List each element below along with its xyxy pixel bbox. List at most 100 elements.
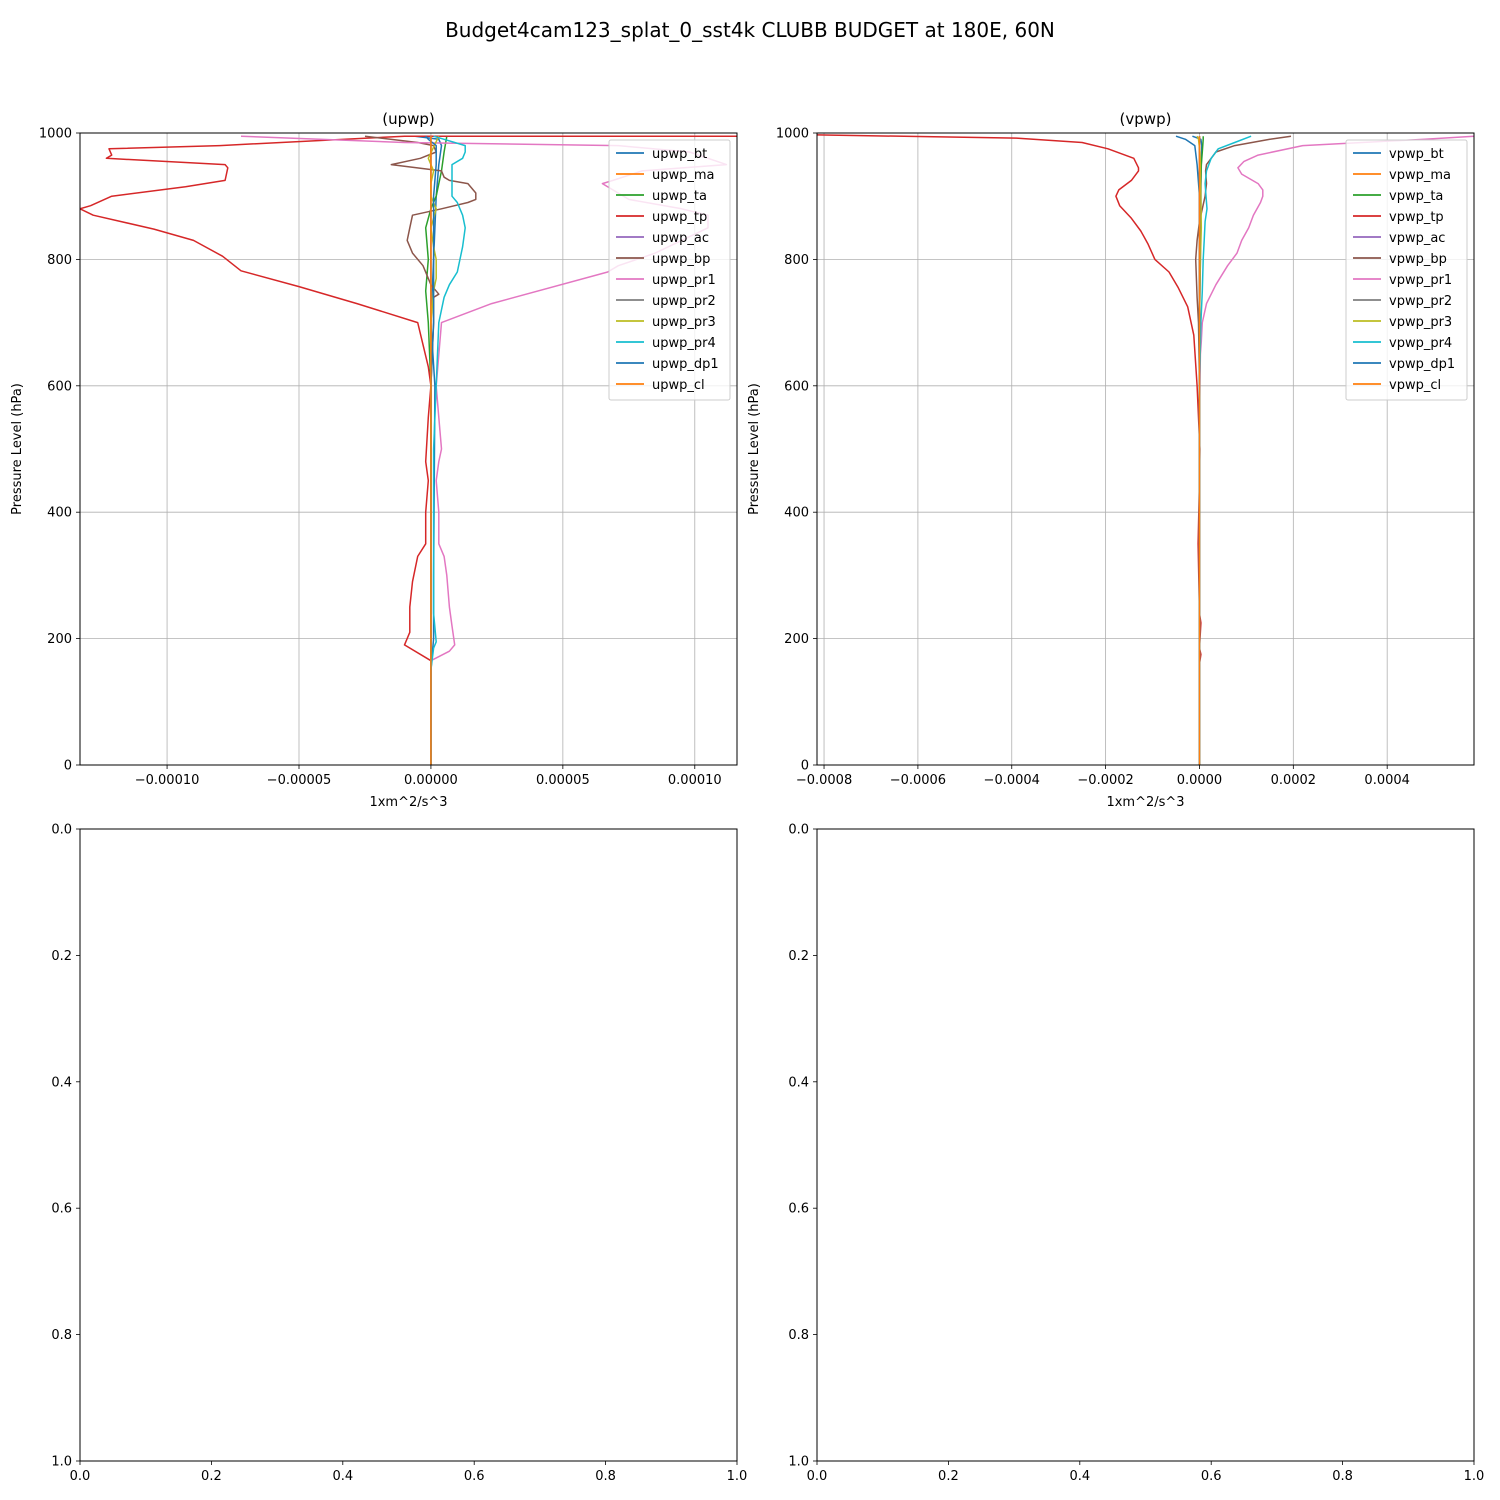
subplot-2: −0.0008 −0.0006 −0.0004 −0.0002 0.0000 0.0002…: [747, 110, 1475, 810]
axes-frame: [79, 132, 738, 766]
legend-box: [608, 139, 731, 401]
y-tick-label: 0.8: [51, 1328, 72, 1343]
series-line-upwp_tp: [80, 135, 737, 765]
legend-label-vpwp_pr1: vpwp_pr1: [1389, 273, 1452, 288]
series-group: [817, 134, 1474, 765]
x-tick-label: −0.00005: [267, 773, 332, 788]
x-tick-label: 0.8: [595, 1469, 616, 1484]
x-tick-label: 0.00005: [536, 773, 590, 788]
y-tick-label: 0.6: [788, 1202, 809, 1217]
x-tick-label: −0.0002: [1077, 773, 1133, 788]
subplot-4: 0.0 0.2 0.4 0.6 0.8 1.00.00.20.40.60.81.0: [788, 823, 1484, 1485]
legend-label-upwp_ma: upwp_ma: [652, 168, 715, 183]
legend-label-upwp_pr4: upwp_pr4: [652, 336, 716, 351]
y-tick-label: 200: [784, 632, 809, 647]
legend-label-upwp_pr1: upwp_pr1: [652, 273, 716, 288]
axes-frame: [816, 132, 1475, 766]
series-group: [80, 135, 737, 765]
x-tick-label: 0.2: [938, 1469, 959, 1484]
legend-label-upwp_bt: upwp_bt: [652, 147, 707, 162]
x-tick-label: 1.0: [1464, 1469, 1485, 1484]
legend-label-upwp_bp: upwp_bp: [652, 252, 710, 267]
y-tick-label: 200: [47, 632, 72, 647]
y-tick-label: 1.0: [788, 1455, 809, 1470]
subplot-3: 0.0 0.2 0.4 0.6 0.8 1.00.00.20.40.60.81.0: [51, 823, 747, 1485]
series-line-upwp_bt: [415, 135, 443, 765]
y-tick-label: 800: [784, 253, 809, 268]
y-tick-label: 600: [47, 379, 72, 394]
y-axis-label: Pressure Level (hPa): [10, 383, 25, 515]
legend-label-upwp_ta: upwp_ta: [652, 189, 707, 204]
legend: upwp_bt upwp_ma upwp_ta upwp_tp upwp_ac upwp_…: [608, 139, 731, 401]
y-tick-label: 0: [801, 759, 809, 774]
x-tick-label: 0.6: [1201, 1469, 1222, 1484]
series-line-upwp_bp: [364, 135, 477, 765]
x-tick-label: −0.00010: [135, 773, 200, 788]
x-tick-label: 0.8: [1332, 1469, 1353, 1484]
y-tick-label: 0.0: [51, 823, 72, 838]
legend-label-upwp_dp1: upwp_dp1: [652, 357, 719, 372]
x-tick-label: 0.0002: [1271, 773, 1317, 788]
subplot-1: −0.00010 −0.00005 0.00000 0.00005 0.00010 0 20…: [10, 110, 738, 810]
legend: vpwp_bt vpwp_ma vpwp_ta vpwp_tp vpwp_ac vpwp_…: [1345, 139, 1468, 401]
x-tick-label: 0.4: [332, 1469, 353, 1484]
legend-label-upwp_cl: upwp_cl: [652, 378, 705, 393]
y-tick-label: 1000: [39, 127, 72, 142]
legend-label-vpwp_pr3: vpwp_pr3: [1389, 315, 1452, 330]
legend-label-vpwp_dp1: vpwp_dp1: [1389, 357, 1455, 372]
subplot-title: (vpwp): [1120, 110, 1172, 128]
x-tick-label: −0.0006: [890, 773, 946, 788]
x-tick-label: −0.0004: [984, 773, 1040, 788]
y-tick-label: 0: [64, 759, 72, 774]
x-tick-label: 0.2: [201, 1469, 222, 1484]
x-tick-label: 0.4: [1069, 1469, 1090, 1484]
x-tick-label: 0.6: [464, 1469, 485, 1484]
legend-label-upwp_pr3: upwp_pr3: [652, 315, 716, 330]
x-axis-label: 1xm^2/s^3: [1106, 795, 1184, 810]
x-tick-label: 0.00010: [668, 773, 722, 788]
x-tick-label: 0.0004: [1364, 773, 1410, 788]
legend-label-vpwp_ma: vpwp_ma: [1389, 168, 1451, 183]
y-tick-label: 0.4: [51, 1075, 72, 1090]
legend-label-vpwp_bt: vpwp_bt: [1389, 147, 1444, 162]
legend-label-vpwp_bp: vpwp_bp: [1389, 252, 1447, 267]
axes-frame: [816, 828, 1475, 1462]
x-tick-label: 0.0: [807, 1469, 828, 1484]
legend-label-vpwp_ac: vpwp_ac: [1389, 231, 1445, 246]
subplot-title: (upwp): [382, 110, 435, 128]
y-tick-label: 0.8: [788, 1328, 809, 1343]
y-tick-label: 600: [784, 379, 809, 394]
legend-box: [1345, 139, 1468, 401]
y-tick-label: 0.4: [788, 1075, 809, 1090]
x-tick-label: 0.0: [70, 1469, 91, 1484]
y-axis-label: Pressure Level (hPa): [747, 383, 762, 515]
y-tick-label: 0.6: [51, 1202, 72, 1217]
legend-label-vpwp_ta: vpwp_ta: [1389, 189, 1443, 204]
legend-label-vpwp_tp: vpwp_tp: [1389, 210, 1444, 225]
series-line-upwp_pr4: [430, 135, 466, 765]
x-axis-label: 1xm^2/s^3: [369, 795, 447, 810]
axes-frame: [79, 828, 738, 1462]
y-tick-label: 0.0: [788, 823, 809, 838]
x-tick-label: 0.00000: [404, 773, 458, 788]
figure-title: Budget4cam123_splat_0_sst4k CLUBB BUDGET…: [445, 18, 1055, 42]
y-tick-label: 400: [784, 506, 809, 521]
y-tick-label: 0.2: [51, 949, 72, 964]
x-tick-label: 1.0: [727, 1469, 748, 1484]
y-tick-label: 800: [47, 253, 72, 268]
y-tick-label: 1.0: [51, 1455, 72, 1470]
y-tick-label: 0.2: [788, 949, 809, 964]
legend-label-vpwp_pr2: vpwp_pr2: [1389, 294, 1452, 309]
legend-label-vpwp_cl: vpwp_cl: [1389, 378, 1441, 393]
x-tick-label: −0.0008: [796, 773, 852, 788]
legend-label-upwp_tp: upwp_tp: [652, 210, 707, 225]
y-tick-label: 400: [47, 506, 72, 521]
y-tick-label: 1000: [776, 127, 809, 142]
legend-label-upwp_ac: upwp_ac: [652, 231, 709, 246]
legend-label-vpwp_pr4: vpwp_pr4: [1389, 336, 1452, 351]
legend-label-upwp_pr2: upwp_pr2: [652, 294, 716, 309]
x-tick-label: 0.0000: [1177, 773, 1223, 788]
series-line-vpwp_bp: [1194, 135, 1292, 765]
